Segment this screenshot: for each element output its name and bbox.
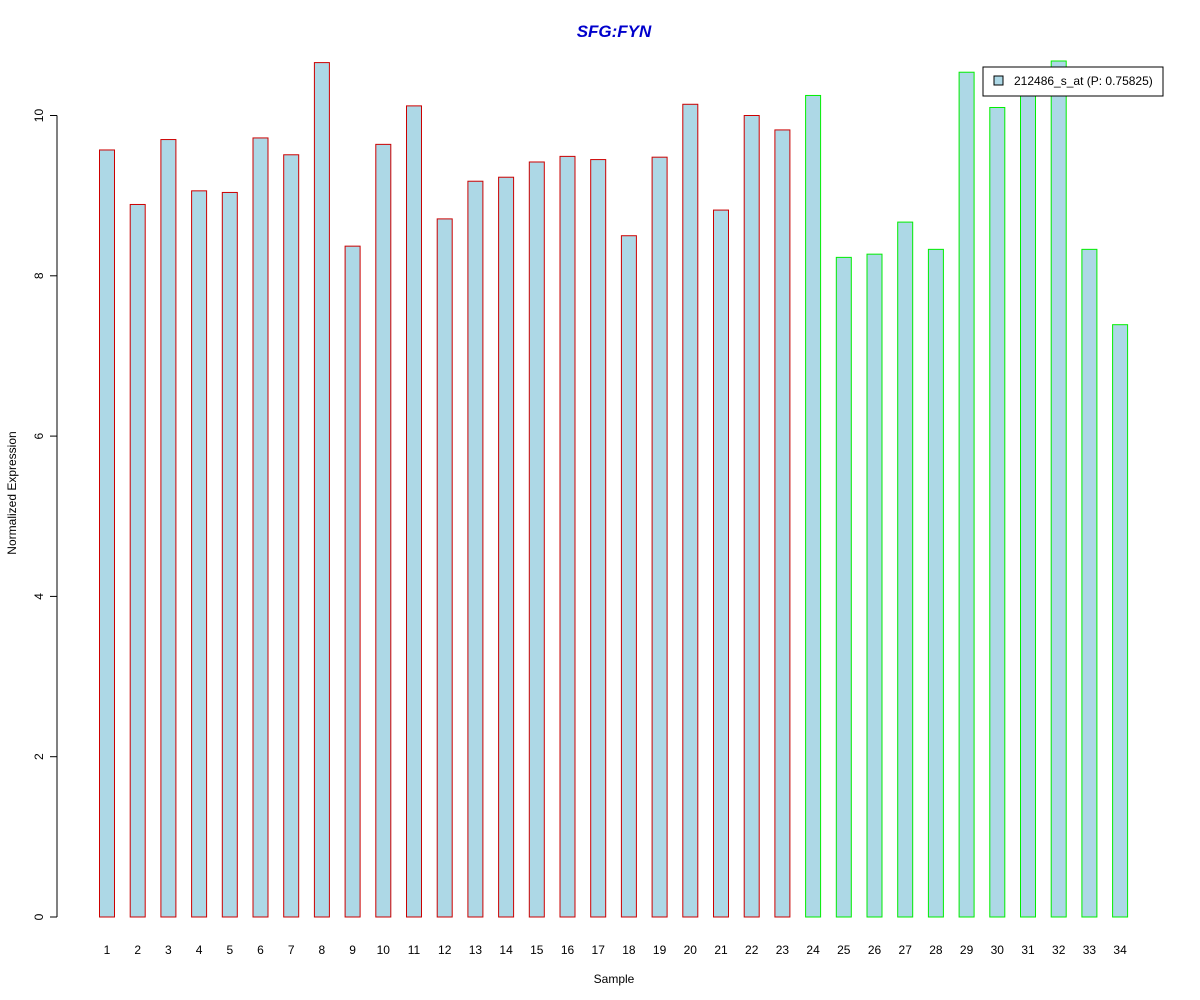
x-axis-tick-label: 31 (1021, 943, 1035, 957)
bar-sample-3 (160, 139, 177, 918)
bar-sample-19 (651, 156, 668, 918)
bar-sample-12 (436, 218, 453, 918)
x-axis-tick-label: 15 (530, 943, 544, 957)
x-axis-tick-label: 9 (349, 943, 356, 957)
bar-sample-30 (989, 106, 1006, 918)
x-axis-tick-label: 1 (104, 943, 111, 957)
x-axis-tick-label: 14 (499, 943, 513, 957)
x-axis-tick-label: 17 (592, 943, 606, 957)
y-axis: 0 2 4 6 8 10 (32, 109, 58, 920)
x-axis-tick-label: 29 (960, 943, 974, 957)
bar-sample-25 (835, 256, 852, 918)
x-axis-tick-label: 16 (561, 943, 575, 957)
y-axis-tick-label: 4 (32, 593, 46, 600)
bar-sample-8 (313, 62, 330, 918)
bar-sample-29 (958, 71, 975, 918)
bar-sample-15 (528, 161, 545, 918)
bar-sample-16 (559, 155, 576, 918)
x-axis-tick-label: 21 (714, 943, 728, 957)
x-axis-tick-label: 28 (929, 943, 943, 957)
y-axis-label: Normalized Expression (5, 431, 19, 554)
x-axis-tick-label: 32 (1052, 943, 1066, 957)
chart-title: SFG:FYN (577, 22, 652, 41)
y-axis-tick-label: 10 (32, 109, 46, 123)
x-axis-tick-label: 33 (1083, 943, 1097, 957)
x-axis-tick-label: 18 (622, 943, 636, 957)
x-axis-tick-label: 26 (868, 943, 882, 957)
bar-sample-22 (743, 115, 760, 918)
legend-label: 212486_s_at (P: 0.75825) (1014, 74, 1153, 88)
x-axis-tick-label: 30 (991, 943, 1005, 957)
bar-sample-31 (1020, 86, 1036, 918)
bar-sample-6 (252, 137, 269, 918)
x-axis-tick-label: 5 (226, 943, 233, 957)
x-axis-tick-label: 12 (438, 943, 452, 957)
bar-sample-7 (283, 154, 300, 918)
y-axis-tick-label: 2 (32, 753, 46, 760)
legend: 212486_s_at (P: 0.75825) (982, 66, 1164, 97)
x-axis-tick-label: 24 (806, 943, 820, 957)
bar-sample-10 (375, 143, 392, 918)
bar-sample-28 (927, 248, 944, 918)
y-axis-tick-label: 6 (32, 432, 46, 439)
x-axis-tick-label: 4 (196, 943, 203, 957)
bar-sample-24 (805, 94, 822, 918)
x-axis-tick-label: 10 (377, 943, 391, 957)
x-axis-tick-label: 19 (653, 943, 667, 957)
x-axis-tick-label: 3 (165, 943, 172, 957)
legend-box (982, 66, 1164, 97)
y-axis-tick-label: 0 (32, 913, 46, 920)
x-axis-tick-label: 7 (288, 943, 295, 957)
bar-sample-21 (713, 209, 729, 918)
bar-sample-9 (344, 245, 361, 918)
x-axis-tick-label: 2 (134, 943, 141, 957)
bar-sample-33 (1081, 248, 1098, 918)
x-axis-tick-label: 25 (837, 943, 851, 957)
bar-sample-20 (682, 103, 699, 918)
bar-sample-23 (774, 129, 791, 918)
x-axis-tick-label: 6 (257, 943, 264, 957)
y-axis-tick-label: 8 (32, 272, 46, 279)
x-axis-tick-label: 23 (776, 943, 790, 957)
x-axis-tick-label: 27 (899, 943, 913, 957)
bar-sample-26 (866, 253, 883, 918)
bars (99, 60, 1129, 918)
bar-sample-14 (498, 176, 515, 918)
x-axis-label: Sample (594, 972, 635, 986)
x-axis-tick-labels: 1 2 3 4 5 6 7 8 9 10 11 12 13 14 15 16 17 18 19 20 21 22 23 24 2… (104, 943, 1127, 957)
bar-sample-32 (1050, 60, 1067, 918)
bar-sample-34 (1112, 324, 1129, 918)
bar-sample-11 (406, 105, 422, 918)
bar-sample-18 (620, 235, 637, 918)
bar-sample-1 (99, 149, 115, 918)
x-axis-tick-label: 22 (745, 943, 759, 957)
bar-sample-5 (221, 191, 238, 918)
legend-swatch (993, 75, 1004, 86)
bar-sample-27 (897, 221, 914, 918)
x-axis-tick-label: 34 (1113, 943, 1127, 957)
bar-sample-17 (590, 159, 607, 918)
x-axis-tick-label: 11 (408, 943, 421, 957)
bar-sample-4 (191, 190, 208, 918)
x-axis-tick-label: 8 (319, 943, 326, 957)
bar-sample-2 (129, 203, 146, 918)
x-axis-tick-label: 13 (469, 943, 483, 957)
x-axis-tick-label: 20 (684, 943, 698, 957)
bar-sample-13 (467, 180, 484, 918)
